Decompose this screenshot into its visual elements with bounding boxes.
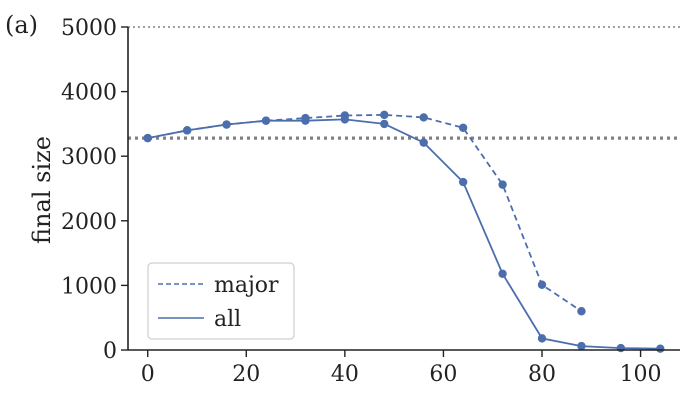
data-point-all-3 xyxy=(261,116,271,125)
data-point-all-7 xyxy=(419,138,428,147)
data-point-all-12 xyxy=(616,343,626,353)
x-tick-label-1: 20 xyxy=(232,362,260,387)
y-tick-label-5: 5000 xyxy=(61,16,117,41)
series-line-all xyxy=(147,118,661,350)
x-tick-label-2: 40 xyxy=(331,362,359,387)
legend-major-label: major xyxy=(214,273,279,298)
legend: major all xyxy=(147,262,295,340)
y-tick-label-2: 2000 xyxy=(61,210,117,235)
data-point-all-8 xyxy=(458,177,468,187)
x-tick-label-5: 100 xyxy=(620,362,662,387)
x-tick-label-0: 0 xyxy=(141,362,155,387)
data-point-all-0 xyxy=(143,133,152,143)
data-point-major-11 xyxy=(577,307,586,316)
data-point-all-2 xyxy=(222,120,231,129)
y-axis-label: final size xyxy=(28,136,56,244)
data-point-major-9 xyxy=(498,180,507,189)
data-point-all-1 xyxy=(182,126,192,135)
data-point-all-5 xyxy=(340,115,350,124)
y-tick-label-3: 3000 xyxy=(61,145,117,170)
y-tick-label-1: 1000 xyxy=(61,274,117,299)
y-tick-label-0: 0 xyxy=(103,339,117,364)
data-point-all-13 xyxy=(656,344,665,353)
reference-lines xyxy=(128,26,680,140)
data-point-major-6 xyxy=(380,110,389,120)
y-tick-label-4: 4000 xyxy=(61,81,117,106)
data-point-all-11 xyxy=(577,341,586,351)
legend-all-label: all xyxy=(214,307,241,332)
data-point-all-6 xyxy=(380,119,389,129)
x-tick-label-4: 80 xyxy=(528,362,556,387)
data-point-major-7 xyxy=(419,113,428,122)
x-tick-label-3: 60 xyxy=(429,362,457,387)
data-point-all-4 xyxy=(301,116,310,125)
legend-frame xyxy=(147,262,295,340)
data-point-major-10 xyxy=(537,280,547,289)
panel-label: (a) xyxy=(5,11,38,39)
data-point-major-8 xyxy=(458,123,468,132)
axes: 0 1000 2000 3000 4000 5000 0 20 40 60 80 100 xyxy=(61,16,680,387)
data-point-all-10 xyxy=(537,334,547,343)
series-layer xyxy=(143,110,665,353)
data-point-all-9 xyxy=(498,269,507,278)
